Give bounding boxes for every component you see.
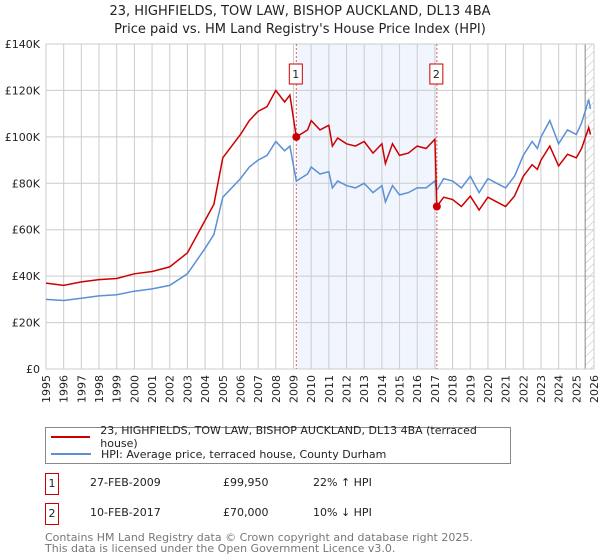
x-tick-label: 2011: [323, 375, 336, 403]
x-tick-label: 2026: [588, 375, 600, 403]
y-tick-label: £40K: [12, 270, 41, 283]
legend-item-property: 23, HIGHFIELDS, TOW LAW, BISHOP AUCKLAND…: [51, 424, 510, 450]
x-tick-label: 2004: [199, 375, 212, 403]
legend-label: HPI: Average price, terraced house, Coun…: [101, 447, 387, 461]
y-tick-label: £80K: [12, 177, 41, 190]
x-tick-label: 2014: [376, 375, 389, 403]
legend-swatch-red: [51, 436, 91, 438]
x-tick-label: 1996: [58, 375, 71, 403]
x-tick-label: 2008: [270, 375, 283, 403]
hpi-line: [45, 99, 592, 302]
x-tick-label: 2022: [517, 375, 530, 403]
x-tick-label: 2010: [305, 375, 318, 403]
x-tick-label: 1998: [93, 375, 106, 403]
x-tick-label: 2001: [146, 375, 159, 403]
x-tick-label: 2005: [217, 375, 230, 403]
x-tick-label: 2007: [252, 375, 265, 403]
chart-subtitle: Price paid vs. HM Land Registry's House …: [114, 22, 486, 37]
transaction-hpi: 22% ↑ HPI: [313, 476, 372, 489]
transaction-price: £99,950: [223, 476, 269, 489]
property-price-line: [45, 89, 592, 287]
x-tick-label: 1999: [111, 375, 124, 403]
sale-point: [432, 202, 441, 211]
y-tick-label: £120K: [5, 84, 41, 97]
x-tick-label: 2023: [535, 375, 548, 403]
y-tick-label: £140K: [5, 38, 41, 51]
sale-label: 1: [292, 68, 299, 81]
price-chart: 1995 1996 1997 1998 1999 2000 2001 2002 2003 2004…: [5, 38, 600, 403]
x-tick-label: 1997: [75, 375, 88, 403]
transaction-marker: 1: [45, 473, 59, 495]
transaction-date: 10-FEB-2017: [90, 506, 161, 519]
x-tick-label: 2025: [570, 375, 583, 403]
footer-copyright: Contains HM Land Registry data © Crown c…: [45, 531, 473, 544]
x-tick-label: 2000: [128, 375, 141, 403]
x-tick-label: 2018: [447, 375, 460, 403]
sale-period-shading: [296, 44, 437, 369]
legend-item-hpi: HPI: Average price, terraced house, Coun…: [51, 446, 386, 462]
x-tick-label: 2016: [411, 375, 424, 403]
x-tick-label: 1995: [40, 375, 53, 403]
forecast-hatch: [585, 44, 594, 369]
transaction-marker: 2: [45, 503, 59, 525]
x-tick-label: 2002: [164, 375, 177, 403]
x-tick-label: 2017: [429, 375, 442, 403]
x-tick-label: 2020: [482, 375, 495, 403]
y-tick-label: £20K: [12, 317, 41, 330]
x-tick-label: 2003: [181, 375, 194, 403]
legend: 23, HIGHFIELDS, TOW LAW, BISHOP AUCKLAND…: [45, 424, 511, 464]
x-tick-label: 2009: [287, 375, 300, 403]
legend-label: 23, HIGHFIELDS, TOW LAW, BISHOP AUCKLAND…: [100, 424, 477, 450]
x-tick-label: 2012: [341, 375, 354, 403]
y-tick-label: £100K: [5, 131, 41, 144]
sale-label-box: [429, 63, 444, 85]
y-tick-label: £0: [26, 363, 40, 376]
x-tick-label: 2006: [234, 375, 247, 403]
sale-label: 2: [433, 68, 440, 81]
plot-frame: [45, 43, 595, 370]
x-tick-label: 2021: [500, 375, 513, 403]
x-tick-label: 2015: [394, 375, 407, 403]
x-tick-label: 2024: [553, 375, 566, 403]
transaction-price: £70,000: [223, 506, 269, 519]
legend-swatch-blue: [51, 453, 91, 455]
transaction-hpi: 10% ↓ HPI: [313, 506, 372, 519]
y-tick-label: £60K: [12, 224, 41, 237]
sale-point: [292, 132, 301, 141]
chart-title: 23, HIGHFIELDS, TOW LAW, BISHOP AUCKLAND…: [109, 4, 491, 19]
x-tick-label: 2013: [358, 375, 371, 403]
x-tick-label: 2019: [464, 375, 477, 403]
transaction-date: 27-FEB-2009: [90, 476, 161, 489]
sale-label-box: [288, 63, 303, 85]
footer-licence: This data is licensed under the Open Gov…: [45, 542, 396, 555]
